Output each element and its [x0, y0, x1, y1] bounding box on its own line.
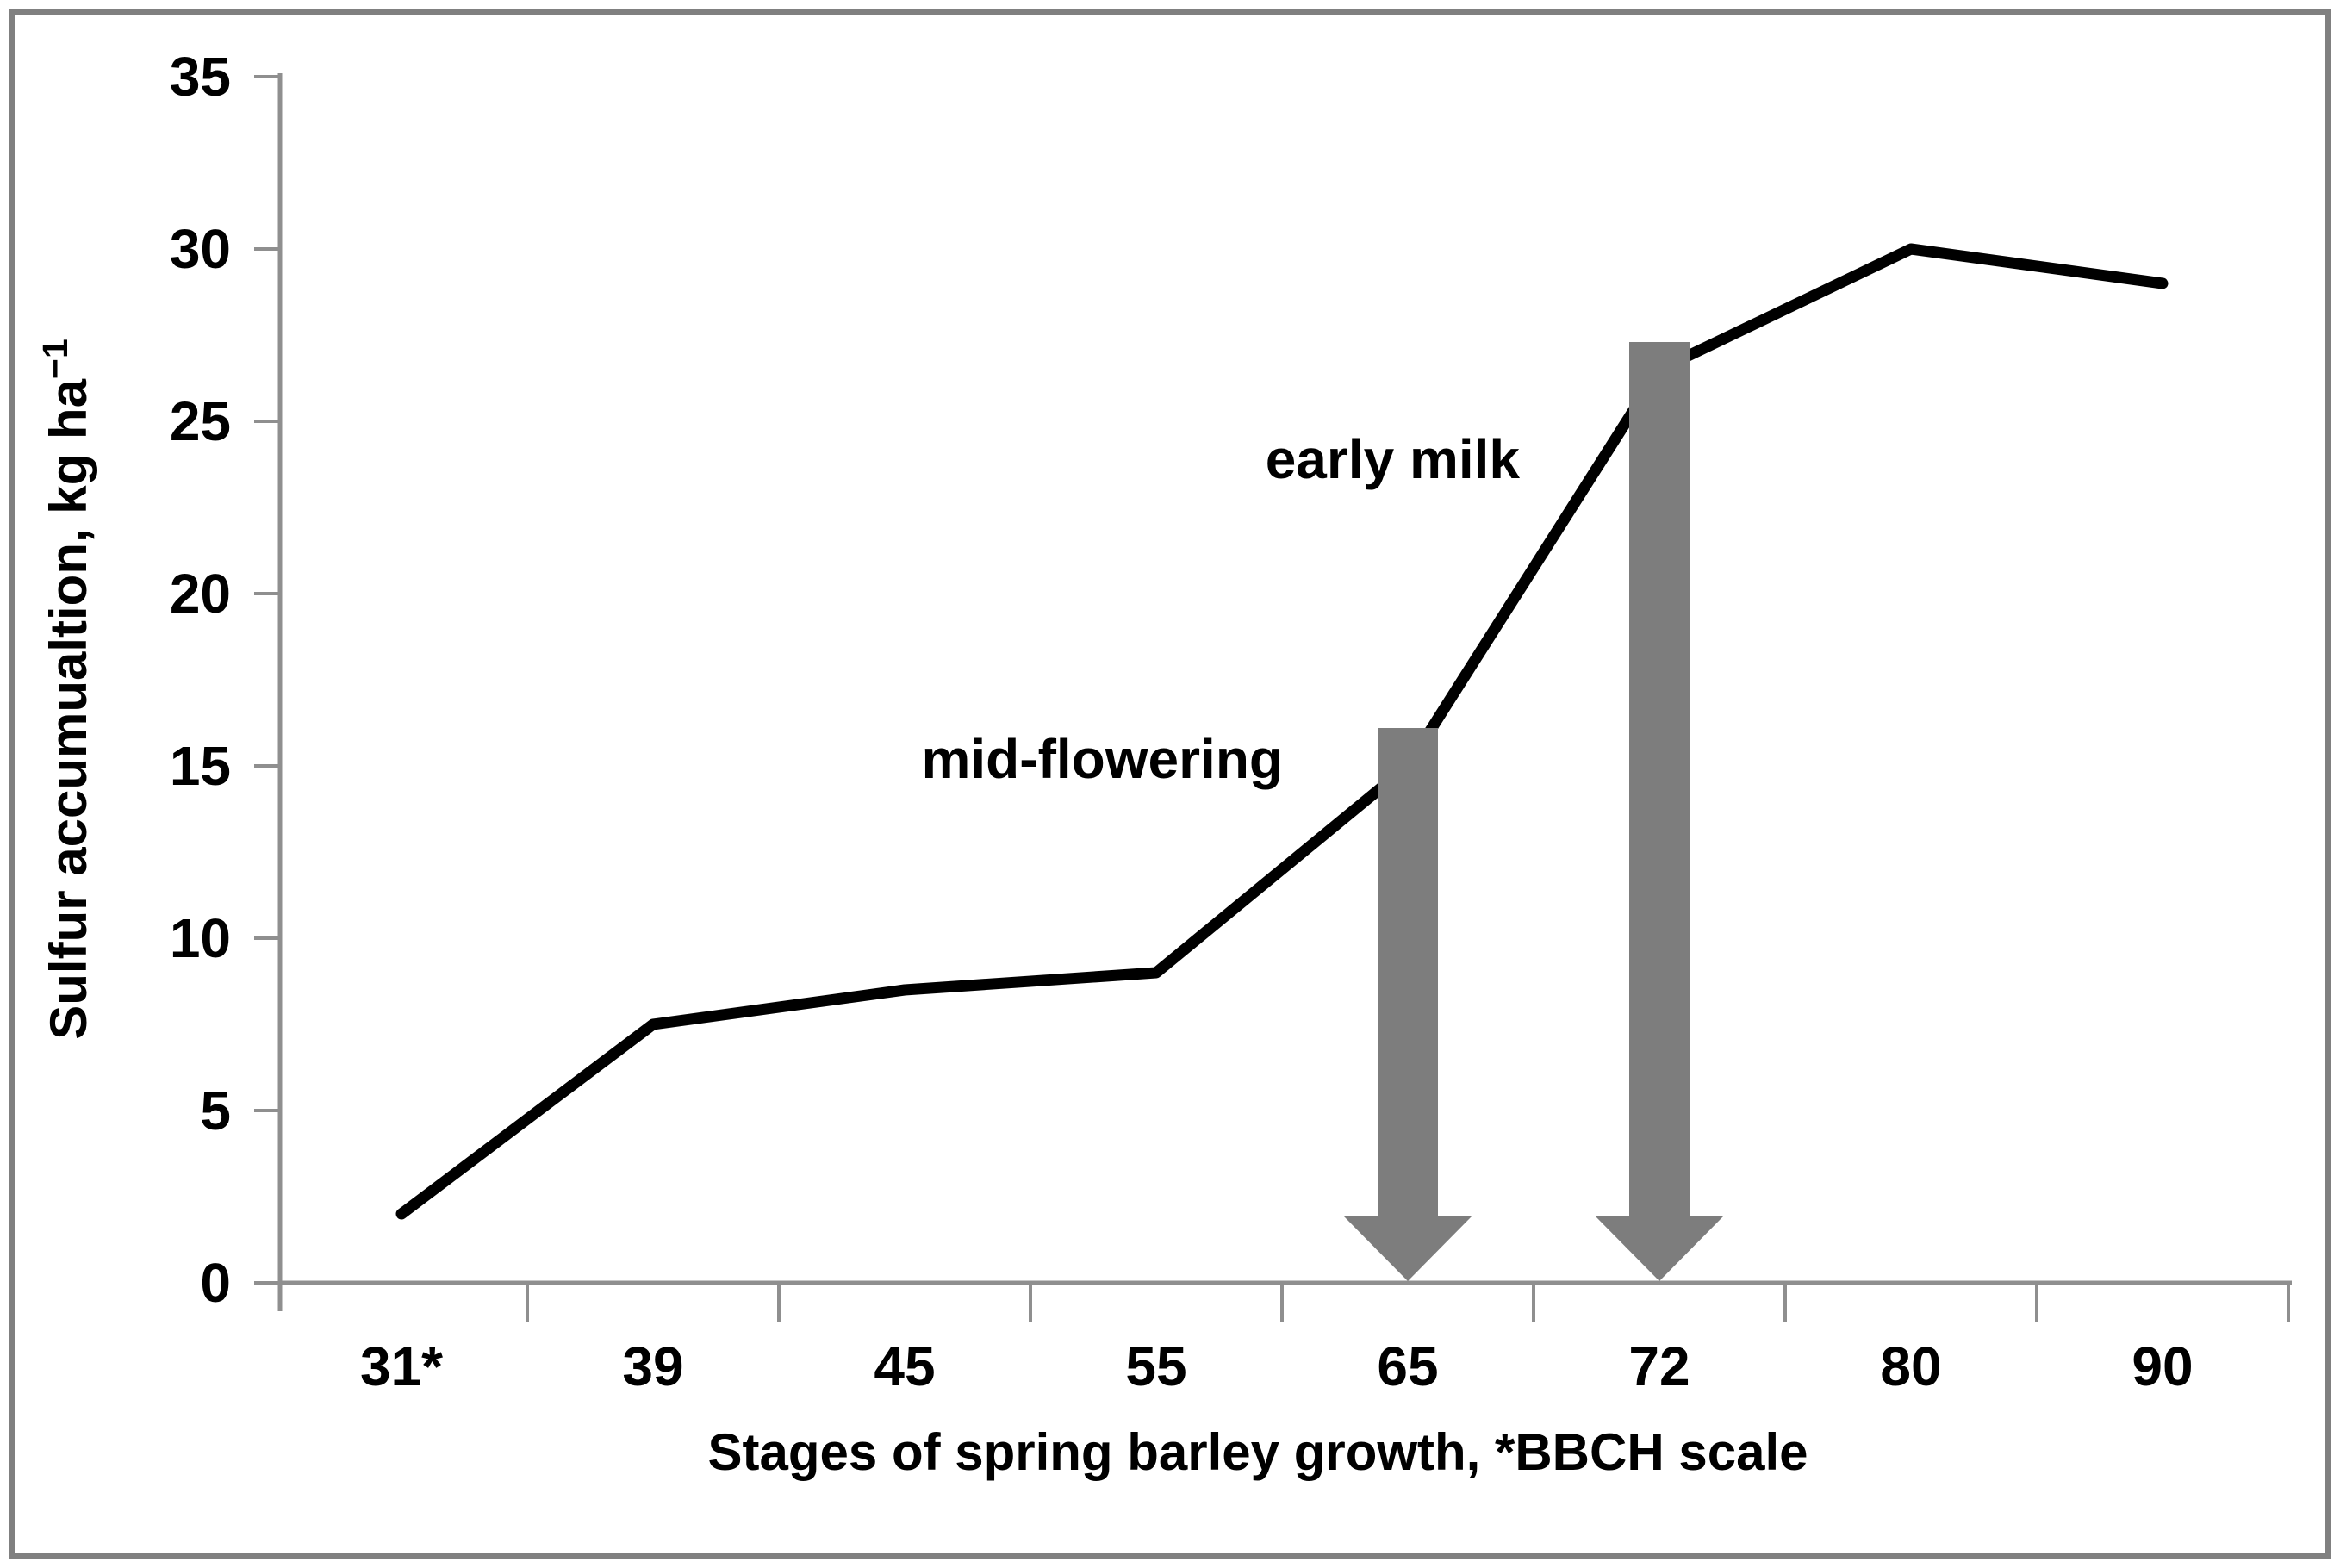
x-tick-label-31*: 31* — [360, 1335, 443, 1397]
y-tick-label-30: 30 — [170, 218, 231, 280]
stage-72-arrow — [1595, 342, 1724, 1281]
axes: 0 5 10 15 20 25 30 35 31* 39 45 55 65 72 80 90 Stages of… — [35, 46, 2292, 1481]
annotation-mid-flowering: mid-flowering — [921, 728, 1283, 790]
x-tick-label-55: 55 — [1125, 1335, 1186, 1397]
x-tick-label-90: 90 — [2132, 1335, 2193, 1397]
y-tick-label-5: 5 — [200, 1080, 231, 1142]
x-tick-label-80: 80 — [1880, 1335, 1941, 1397]
arrow-head — [1343, 1216, 1472, 1281]
x-axis-title: Stages of spring barley growth, *BBCH sc… — [708, 1423, 1808, 1481]
stage-65-arrow — [1343, 728, 1472, 1281]
y-tick-label-15: 15 — [170, 735, 231, 797]
arrow-shaft — [1378, 728, 1438, 1216]
arrow-shaft — [1629, 342, 1690, 1216]
y-tick-label-35: 35 — [170, 46, 231, 108]
y-tick-label-20: 20 — [170, 563, 231, 625]
x-tick-label-72: 72 — [1628, 1335, 1690, 1397]
arrow-head — [1595, 1216, 1724, 1281]
y-tick-label-25: 25 — [170, 390, 231, 452]
x-tick-label-45: 45 — [874, 1335, 935, 1397]
y-axis-title: Sulfur accumualtion, kg ha−1 — [35, 339, 97, 1040]
annotation-early-milk: early milk — [1266, 428, 1521, 490]
x-tick-label-39: 39 — [622, 1335, 683, 1397]
x-tick-label-65: 65 — [1377, 1335, 1438, 1397]
data-line-sulfur-accumulation — [395, 243, 2169, 1220]
y-tick-label-10: 10 — [170, 907, 231, 969]
figure-border — [9, 9, 2331, 1559]
y-tick-label-0: 0 — [200, 1252, 231, 1314]
